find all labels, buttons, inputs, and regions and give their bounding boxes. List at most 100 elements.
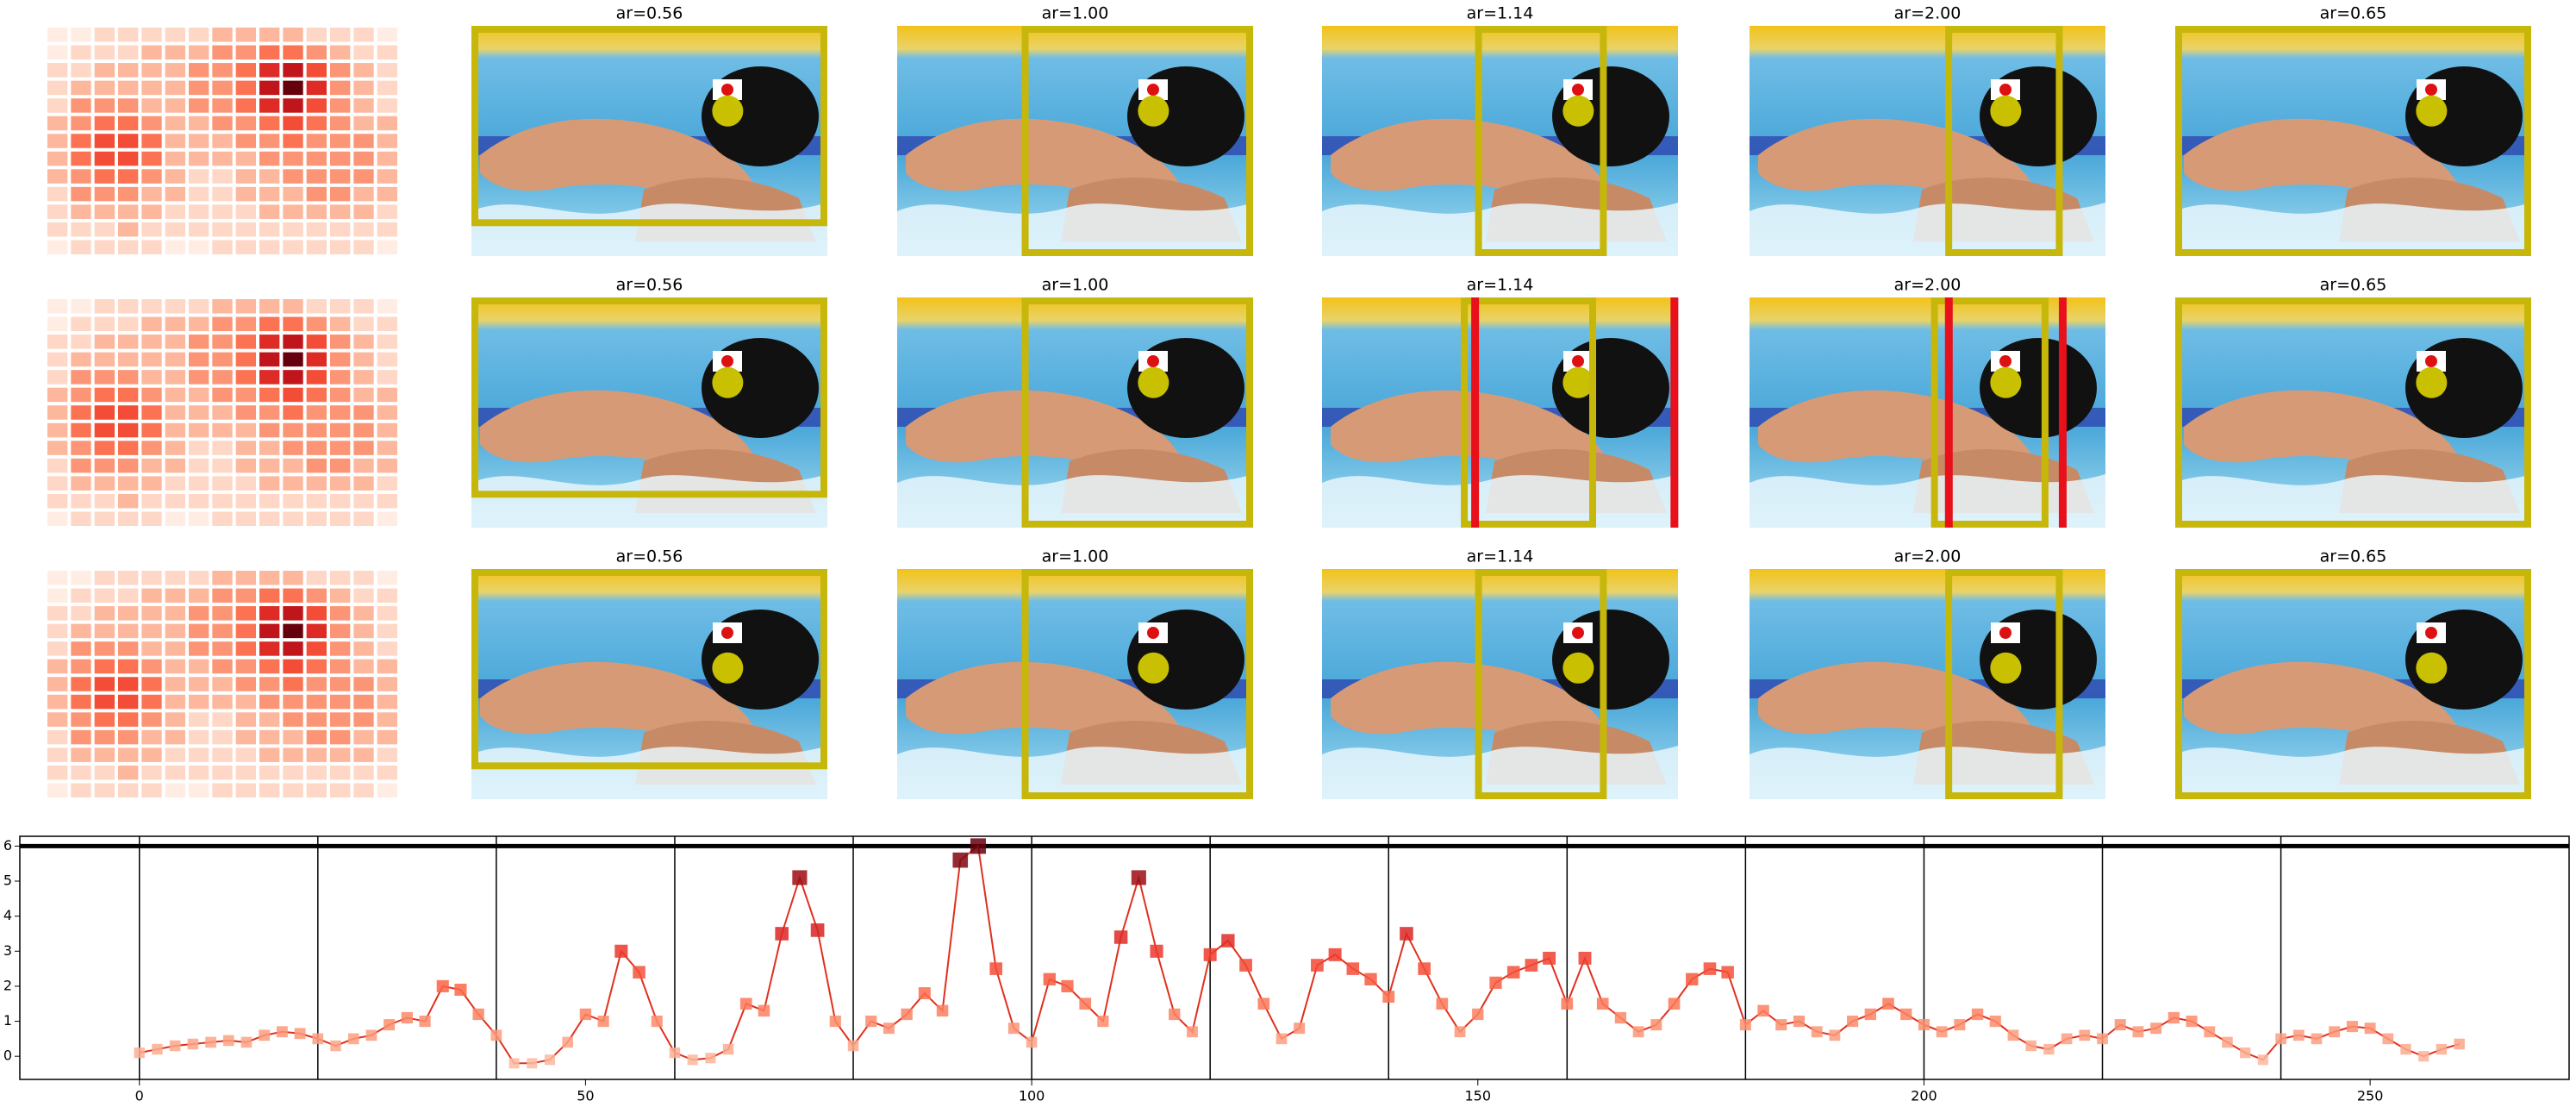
heatmap-cell <box>165 623 185 639</box>
heatmap-cell <box>283 299 303 314</box>
marker <box>2132 1026 2144 1038</box>
heatmap-cell <box>353 712 374 727</box>
heatmap-cell <box>189 712 209 727</box>
heatmap-cell <box>377 422 397 438</box>
heatmap-cell <box>47 476 68 491</box>
heatmap-cell <box>189 588 209 604</box>
marker <box>1097 1015 1109 1028</box>
marker <box>970 838 986 854</box>
heatmap-cell <box>94 63 115 78</box>
marker <box>2275 1033 2286 1045</box>
marker <box>792 870 808 885</box>
keypoint <box>1562 652 1594 684</box>
heatmap-cell <box>71 606 91 621</box>
marker <box>152 1043 163 1055</box>
heatmap-cell <box>165 204 185 219</box>
heatmap-cell <box>189 387 209 403</box>
heatmap-cell <box>377 493 397 509</box>
heatmap-cell <box>330 441 351 455</box>
heatmap-cell <box>306 747 327 762</box>
heatmap-cell <box>235 45 256 60</box>
heatmap-cell <box>212 606 233 621</box>
heatmap-cell <box>212 476 233 491</box>
heatmap-cell <box>71 659 91 674</box>
heatmap-cell <box>118 783 139 797</box>
marker <box>1686 973 1699 985</box>
heatmap-cell <box>212 299 233 314</box>
heatmap-cell <box>330 712 351 727</box>
heatmap-cell <box>330 765 351 780</box>
heatmap-cell <box>377 387 397 403</box>
heatmap-cell <box>165 712 185 727</box>
heatmap-cell <box>47 588 68 604</box>
marker <box>2150 1023 2162 1035</box>
heatmap-cell <box>259 441 280 455</box>
heatmap-cell <box>94 80 115 96</box>
heatmap-cell <box>189 186 209 202</box>
marker <box>544 1054 556 1066</box>
heatmap-cell <box>141 493 162 509</box>
heatmap-cell <box>377 134 397 148</box>
heatmap-cell <box>165 299 185 314</box>
heatmap-cell <box>235 405 256 420</box>
heatmap-cell <box>118 405 139 420</box>
marker <box>2257 1054 2268 1066</box>
heatmap-cell <box>377 80 397 96</box>
heatmap-cell <box>283 204 303 219</box>
heatmap-cell <box>94 222 115 237</box>
heatmap-cell <box>283 80 303 96</box>
marker <box>2007 1029 2019 1041</box>
heatmap-cell <box>141 606 162 621</box>
heatmap-cell <box>189 169 209 184</box>
heatmap-cell <box>377 659 397 674</box>
heatmap-cell <box>94 641 115 656</box>
keypoint <box>1138 366 1169 398</box>
heatmap-cell <box>306 335 327 349</box>
heatmap-cell <box>71 370 91 385</box>
heatmap-cell <box>235 571 256 585</box>
heatmap-cell <box>71 186 91 202</box>
marker <box>989 962 1002 975</box>
marker <box>614 944 628 958</box>
heatmap-cell <box>165 511 185 526</box>
heatmap-cell <box>47 694 68 710</box>
heatmap-cell <box>306 80 327 96</box>
heatmap-cell <box>330 169 351 184</box>
marker <box>1971 1008 1984 1021</box>
heatmap-cell <box>141 641 162 656</box>
heatmap-cell <box>212 186 233 202</box>
heatmap-cell <box>212 28 233 42</box>
heatmap-cell <box>283 641 303 656</box>
heatmap-cell <box>94 387 115 403</box>
heatmap-cell <box>259 204 280 219</box>
heatmap-cell <box>330 370 351 385</box>
marker <box>1882 998 1894 1010</box>
heatmap-cell <box>141 63 162 78</box>
heatmap-cell <box>94 134 115 148</box>
heatmap-cell <box>47 45 68 60</box>
heatmap-cell <box>189 422 209 438</box>
heatmap-cell <box>377 45 397 60</box>
marker <box>1721 966 1734 979</box>
heatmap-cell <box>118 387 139 403</box>
heatmap-cell <box>330 28 351 42</box>
heatmap-cell <box>212 169 233 184</box>
heatmap-cell <box>306 316 327 332</box>
keypoint <box>1990 652 2022 684</box>
heatmap-cell <box>141 405 162 420</box>
heatmap-cell <box>353 204 374 219</box>
panel-title: ar=2.00 <box>1894 547 1962 566</box>
heatmap-cell <box>259 606 280 621</box>
heatmap-cell <box>165 783 185 797</box>
heatmap-cell <box>353 370 374 385</box>
panel-title: ar=2.00 <box>1894 4 1962 23</box>
marker <box>2114 1019 2126 1031</box>
keypoint <box>712 95 744 127</box>
heatmap-cell <box>259 729 280 745</box>
heatmap-cell <box>94 405 115 420</box>
heatmap-cell <box>353 765 374 780</box>
heatmap-cell <box>118 80 139 96</box>
heatmap-cell <box>118 316 139 332</box>
marker <box>2329 1026 2341 1038</box>
heatmap-cell <box>306 352 327 367</box>
